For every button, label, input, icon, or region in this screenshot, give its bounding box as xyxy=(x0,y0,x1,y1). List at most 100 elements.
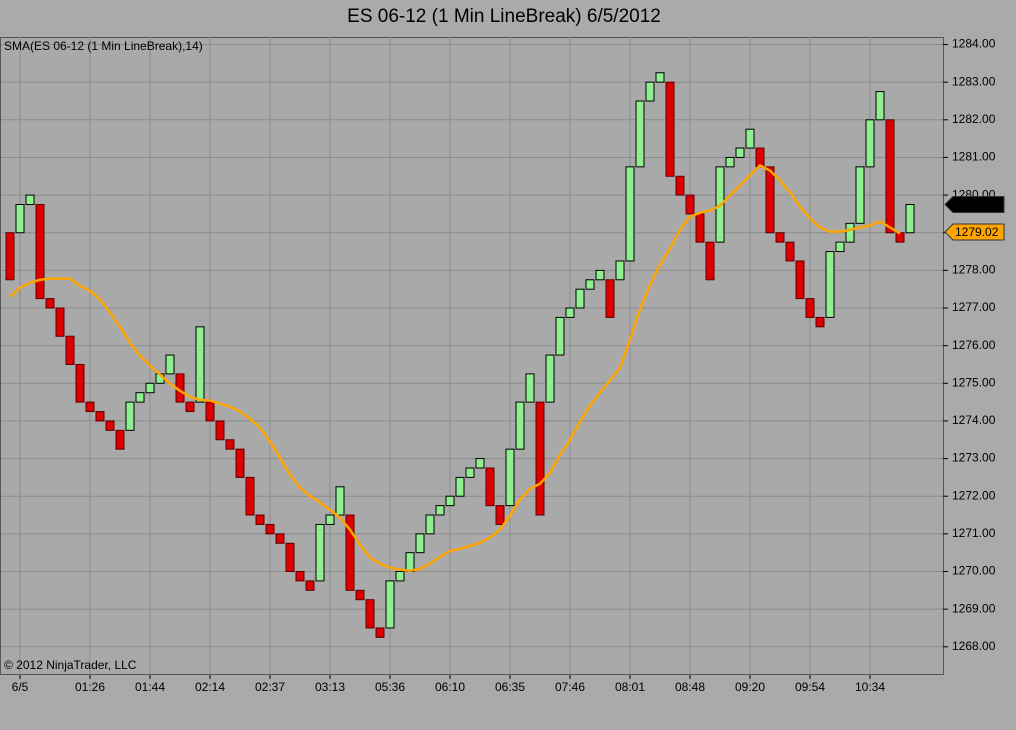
y-tick-label: 1268.00 xyxy=(952,639,996,653)
down-brick xyxy=(185,401,195,413)
x-tick-label: 09:54 xyxy=(795,680,825,694)
down-brick xyxy=(685,194,695,215)
up-brick xyxy=(195,326,205,403)
up-brick xyxy=(525,373,535,403)
down-brick xyxy=(45,298,55,309)
down-brick xyxy=(85,401,95,413)
down-brick xyxy=(305,580,315,591)
up-brick xyxy=(145,382,155,394)
x-tick-label: 07:46 xyxy=(555,680,585,694)
up-brick xyxy=(745,128,755,149)
up-brick xyxy=(875,91,885,121)
up-brick xyxy=(615,260,625,281)
down-brick xyxy=(775,232,785,243)
up-brick xyxy=(475,458,485,469)
x-tick-label: 10:34 xyxy=(855,680,885,694)
down-brick xyxy=(285,542,295,572)
x-tick-label: 6/5 xyxy=(12,680,29,694)
down-brick xyxy=(115,429,125,450)
price-marker-label: 1279.02 xyxy=(955,225,999,239)
x-tick-label: 03:13 xyxy=(315,680,345,694)
down-brick xyxy=(695,213,705,243)
x-tick-label: 06:35 xyxy=(495,680,525,694)
up-brick xyxy=(645,81,655,102)
down-brick xyxy=(495,505,505,525)
up-brick xyxy=(725,156,735,168)
up-brick xyxy=(625,166,635,262)
down-brick xyxy=(275,533,285,544)
up-brick xyxy=(15,203,25,234)
up-brick xyxy=(385,580,395,629)
y-tick-label: 1273.00 xyxy=(952,451,996,465)
up-brick xyxy=(455,476,465,497)
down-brick xyxy=(815,316,825,328)
up-brick xyxy=(855,166,865,224)
up-brick xyxy=(435,505,445,516)
down-brick xyxy=(805,298,815,318)
down-brick xyxy=(345,514,355,591)
up-brick xyxy=(835,241,845,253)
up-brick xyxy=(585,279,595,290)
down-brick xyxy=(55,307,65,337)
up-brick xyxy=(555,316,565,356)
down-brick xyxy=(705,241,715,281)
price-marker xyxy=(944,195,1005,213)
up-brick xyxy=(445,495,455,507)
down-brick xyxy=(535,401,545,516)
bricks xyxy=(5,72,915,638)
y-tick-label: 1272.00 xyxy=(952,488,996,502)
y-tick-label: 1271.00 xyxy=(952,526,996,540)
up-brick xyxy=(425,514,435,535)
price-marker xyxy=(944,223,1005,241)
up-brick xyxy=(165,354,175,375)
up-brick xyxy=(405,552,415,572)
up-brick xyxy=(545,354,555,403)
y-tick-label: 1275.00 xyxy=(952,375,996,389)
indicator-label: SMA(ES 06-12 (1 Min LineBreak),14) xyxy=(4,39,203,53)
x-tick-label: 01:44 xyxy=(135,680,165,694)
y-tick-label: 1269.00 xyxy=(952,601,996,615)
down-brick xyxy=(95,411,105,422)
x-tick-label: 01:26 xyxy=(75,680,105,694)
x-tick-label: 09:20 xyxy=(735,680,765,694)
down-brick xyxy=(265,523,275,535)
copyright: © 2012 NinjaTrader, LLC xyxy=(4,658,137,672)
x-tick-label: 06:10 xyxy=(435,680,465,694)
down-brick xyxy=(5,232,15,281)
up-brick xyxy=(825,251,835,318)
down-brick xyxy=(255,514,265,525)
y-tick-label: 1270.00 xyxy=(952,564,996,578)
down-brick xyxy=(65,335,75,365)
down-brick xyxy=(675,175,685,196)
down-brick xyxy=(215,420,225,441)
down-brick xyxy=(75,363,85,403)
y-tick-label: 1284.00 xyxy=(952,37,996,51)
y-tick-label: 1277.00 xyxy=(952,300,996,314)
down-brick xyxy=(895,232,905,243)
up-brick xyxy=(395,570,405,582)
up-brick xyxy=(325,514,335,525)
y-tick-label: 1276.00 xyxy=(952,338,996,352)
y-tick-label: 1282.00 xyxy=(952,112,996,126)
down-brick xyxy=(295,570,305,582)
up-brick xyxy=(515,401,525,450)
y-tick-label: 1283.00 xyxy=(952,74,996,88)
up-brick xyxy=(905,203,915,234)
up-brick xyxy=(575,288,585,309)
up-brick xyxy=(635,100,645,168)
down-brick xyxy=(205,401,215,422)
up-brick xyxy=(315,523,325,582)
up-brick xyxy=(845,222,855,243)
grid xyxy=(1,37,943,675)
x-tick-label: 05:36 xyxy=(375,680,405,694)
down-brick xyxy=(245,476,255,516)
x-tick-label: 08:01 xyxy=(615,680,645,694)
up-brick xyxy=(565,307,575,318)
sma-line xyxy=(9,163,901,573)
down-brick xyxy=(105,420,115,431)
up-brick xyxy=(505,448,515,507)
chart-title: ES 06-12 (1 Min LineBreak) 6/5/2012 xyxy=(347,6,661,27)
down-brick xyxy=(355,589,365,601)
up-brick xyxy=(865,119,875,168)
down-brick xyxy=(765,166,775,234)
